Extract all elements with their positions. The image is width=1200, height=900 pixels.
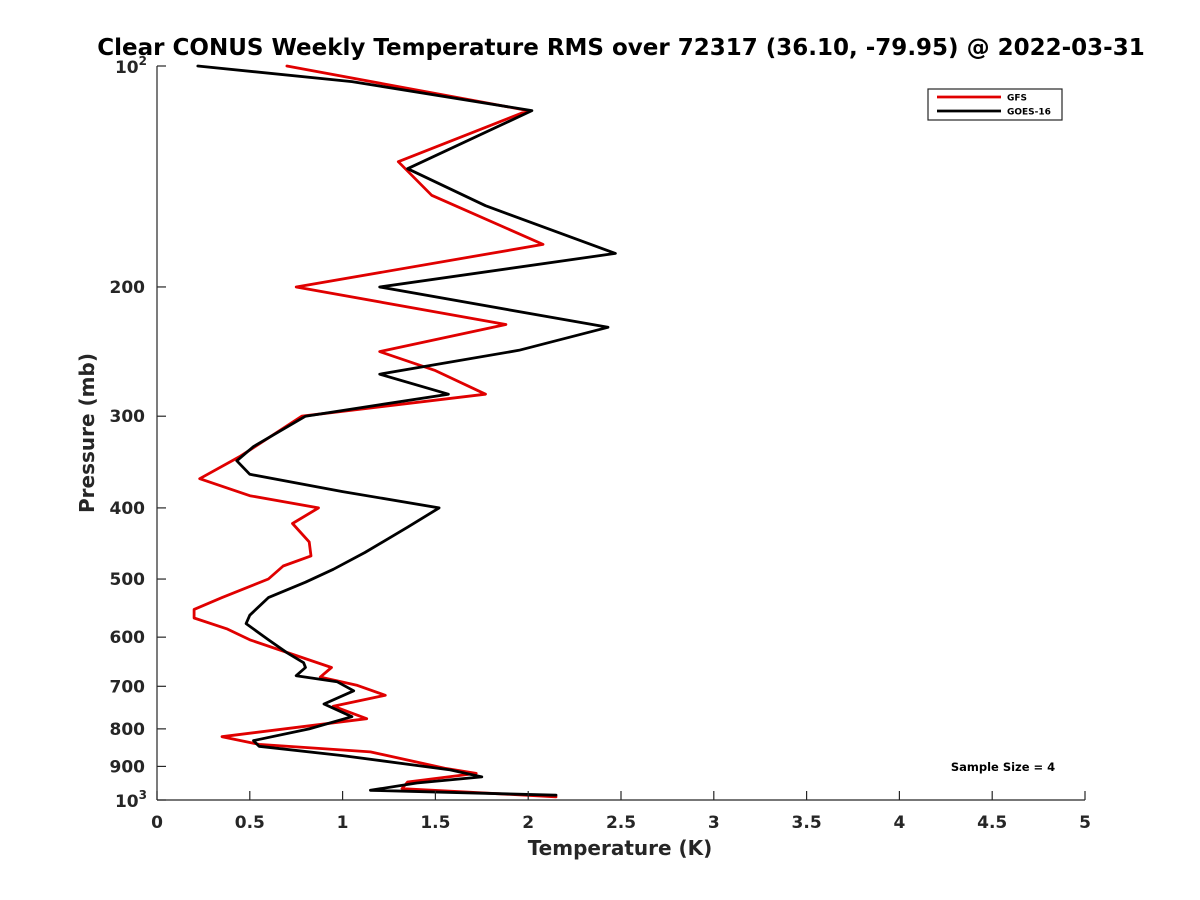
- x-tick-label: 0.5: [235, 813, 265, 833]
- y-axis-label: Pressure (mb): [75, 353, 99, 513]
- y-tick-label: 300: [110, 407, 146, 427]
- legend-label-gfs: GFS: [1007, 94, 1027, 104]
- series-line-gfs: [192, 64, 558, 799]
- x-tick-label: 3.5: [792, 813, 822, 833]
- x-tick-label: 0: [151, 813, 163, 833]
- x-axis: 0 0.5 1 1.5 2 2.5 3 3.5 4 4.5 5: [151, 791, 1091, 833]
- x-tick-label: 3: [708, 813, 720, 833]
- chart-title: Clear CONUS Weekly Temperature RMS over …: [97, 35, 1144, 61]
- legend-box: [927, 88, 1063, 121]
- y-tick-label: 102: [115, 54, 147, 78]
- x-tick-label: 2.5: [606, 813, 636, 833]
- y-tick-label: 200: [110, 278, 146, 298]
- x-tick-label: 1.5: [420, 813, 450, 833]
- y-tick-label: 800: [110, 720, 146, 740]
- sample-size-annotation: Sample Size = 4: [951, 760, 1055, 774]
- y-tick-label: 500: [110, 570, 146, 590]
- y-tick-label: 400: [110, 499, 146, 519]
- x-tick-label: 1: [337, 813, 349, 833]
- y-axis: 102 200 300 400 500 600 700 800 900 103: [110, 54, 166, 812]
- plot-area: [156, 64, 1085, 801]
- x-axis-label: Temperature (K): [528, 836, 713, 860]
- x-tick-label: 2: [522, 813, 534, 833]
- x-tick-label: 4.5: [977, 813, 1007, 833]
- x-tick-label: 4: [893, 813, 905, 833]
- legend: GFS GOES-16: [927, 88, 1063, 121]
- legend-label-goes-16: GOES-16: [1007, 108, 1051, 118]
- y-tick-label: 600: [110, 628, 146, 648]
- series-line-goes-16: [196, 64, 617, 797]
- y-tick-label: 700: [110, 677, 146, 697]
- x-tick-label: 5: [1079, 813, 1091, 833]
- y-tick-label: 103: [115, 788, 147, 812]
- y-tick-label: 900: [110, 757, 146, 777]
